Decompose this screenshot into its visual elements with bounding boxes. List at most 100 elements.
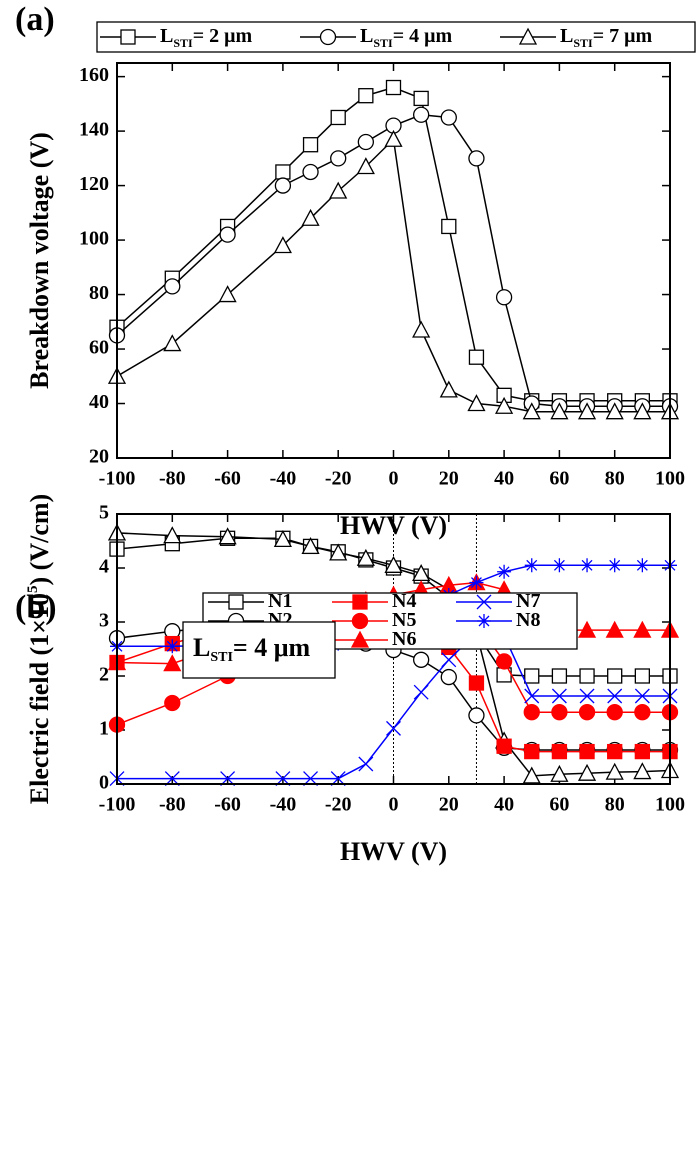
x-tick-label: -20 xyxy=(325,794,352,816)
legend-label-part: = 7 μm xyxy=(593,25,653,47)
marker xyxy=(634,743,650,760)
legend-label: LSTI= 2 μm xyxy=(160,25,252,50)
marker xyxy=(440,109,457,126)
x-tick-label: 0 xyxy=(389,468,399,490)
marker xyxy=(164,694,181,712)
marker xyxy=(634,688,650,704)
legend-box xyxy=(96,21,696,53)
legend-label-part: STI xyxy=(373,36,393,50)
marker xyxy=(551,743,568,760)
marker xyxy=(607,743,623,760)
marker xyxy=(384,555,403,573)
marker xyxy=(550,764,569,782)
legend-marker xyxy=(228,594,244,610)
marker xyxy=(413,684,429,700)
legend-marker xyxy=(352,594,368,610)
y-tick-label: 80 xyxy=(89,282,109,304)
marker xyxy=(579,688,595,704)
legend-label-part: N5 xyxy=(392,609,416,631)
x-tick-label: -80 xyxy=(159,794,186,816)
x-tick-label: 40 xyxy=(494,794,514,816)
legend-label-part: N6 xyxy=(392,628,416,650)
annotation: LSTI= 4 μm xyxy=(193,633,310,665)
marker xyxy=(165,639,180,654)
marker xyxy=(524,688,540,704)
panel-label: (b) xyxy=(15,589,57,626)
marker xyxy=(467,394,486,412)
legend-label-part: N4 xyxy=(392,590,416,612)
marker xyxy=(358,756,374,772)
marker xyxy=(218,285,237,303)
y-axis-title: Electric field (1×105) (V/cm) xyxy=(25,494,54,804)
x-axis-title: HWV (V) xyxy=(340,837,447,866)
marker xyxy=(329,543,348,561)
marker xyxy=(551,688,567,704)
y-tick-label: 4 xyxy=(99,556,109,578)
marker xyxy=(413,90,429,107)
marker xyxy=(552,558,567,573)
marker xyxy=(302,163,319,181)
marker xyxy=(330,150,347,167)
marker xyxy=(605,620,624,638)
y-axis-title-part: Electric field (1×10 xyxy=(25,593,54,804)
marker xyxy=(522,402,541,420)
legend-marker xyxy=(518,27,538,45)
marker xyxy=(551,704,568,721)
series-line xyxy=(117,632,670,780)
legend-label-part: N1 xyxy=(268,590,292,612)
x-tick-label: -100 xyxy=(99,794,136,816)
x-tick-label: 100 xyxy=(655,468,685,490)
marker xyxy=(273,236,292,254)
marker xyxy=(468,707,485,724)
legend-label-part: STI xyxy=(573,36,593,50)
legend-marker xyxy=(120,29,136,45)
y-tick-label: 160 xyxy=(79,64,109,86)
legend-label: N7 xyxy=(516,590,540,612)
legend-label-part: N7 xyxy=(516,590,540,612)
marker xyxy=(163,526,182,544)
y-axis-title: Breakdown voltage (V) xyxy=(25,132,54,389)
series-line xyxy=(116,137,670,413)
y-axis-title-part: ) (V/cm) xyxy=(25,494,54,586)
y-tick-label: 60 xyxy=(89,337,109,359)
marker xyxy=(384,129,403,147)
legend-marker xyxy=(351,612,369,630)
marker xyxy=(634,668,650,684)
legend-label-part: L xyxy=(360,25,373,47)
x-tick-label: -40 xyxy=(270,794,297,816)
marker xyxy=(468,150,485,167)
annotation-box xyxy=(182,621,336,679)
marker xyxy=(468,675,485,691)
marker xyxy=(356,157,375,175)
marker xyxy=(522,766,541,784)
marker xyxy=(577,763,597,781)
marker xyxy=(163,654,182,672)
x-tick-label: 0 xyxy=(389,794,399,816)
plot-frame xyxy=(116,513,671,785)
x-tick-label: 100 xyxy=(655,794,685,816)
legend-marker xyxy=(477,614,491,628)
annotation-part: L xyxy=(193,633,210,662)
marker xyxy=(633,762,652,780)
x-tick-label: 60 xyxy=(549,468,569,490)
marker xyxy=(606,704,623,721)
x-tick-label: 80 xyxy=(605,468,625,490)
x-tick-label: 20 xyxy=(439,794,459,816)
marker xyxy=(523,704,540,721)
marker xyxy=(607,688,623,704)
x-tick-label: -80 xyxy=(159,468,186,490)
marker xyxy=(358,88,374,104)
marker xyxy=(551,668,568,684)
marker xyxy=(356,548,375,566)
legend-label-part: = 2 μm xyxy=(193,25,253,47)
legend-label-part: L xyxy=(160,25,173,47)
legend-label-part: N8 xyxy=(516,609,540,631)
marker xyxy=(218,527,237,545)
marker xyxy=(524,668,540,684)
marker xyxy=(633,402,652,420)
marker xyxy=(495,653,513,670)
marker xyxy=(302,137,319,153)
legend-label: N5 xyxy=(392,609,416,631)
marker xyxy=(439,380,458,398)
